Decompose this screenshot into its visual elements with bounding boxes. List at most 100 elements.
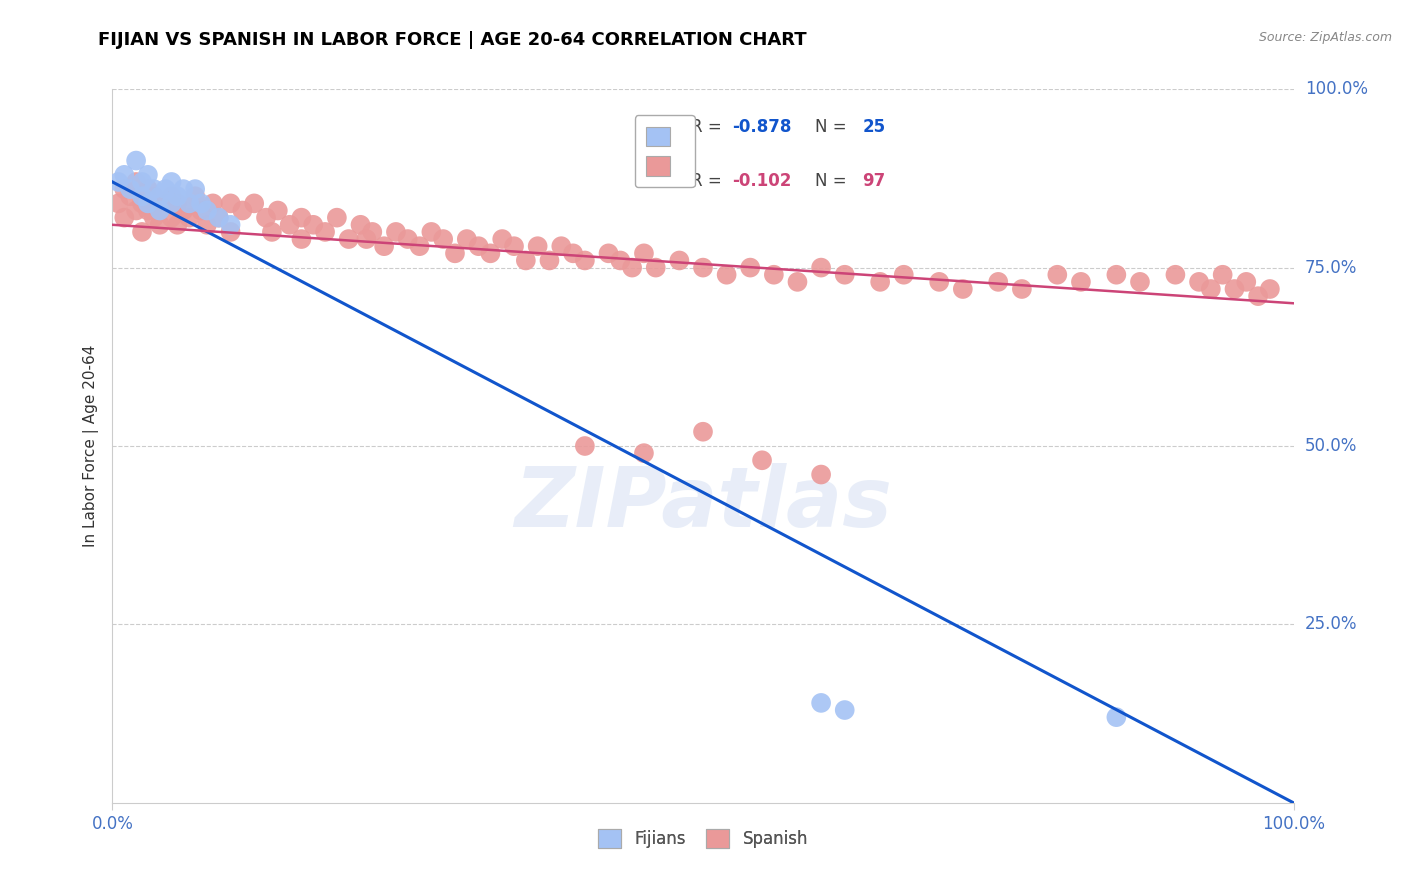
Point xyxy=(356,232,378,246)
Point xyxy=(1212,268,1234,282)
Point xyxy=(1164,268,1187,282)
Point xyxy=(337,232,360,246)
Point xyxy=(136,168,159,182)
Point xyxy=(716,268,738,282)
Text: Source: ZipAtlas.com: Source: ZipAtlas.com xyxy=(1258,31,1392,45)
Point xyxy=(149,203,172,218)
Point xyxy=(190,196,212,211)
Point xyxy=(290,211,312,225)
Text: 25: 25 xyxy=(862,118,886,136)
Point xyxy=(112,168,135,182)
Point xyxy=(166,189,188,203)
Point xyxy=(479,246,502,260)
Point xyxy=(762,268,785,282)
Point xyxy=(1011,282,1033,296)
Point xyxy=(131,196,153,211)
Point xyxy=(326,211,349,225)
Point xyxy=(184,182,207,196)
Point xyxy=(1046,268,1069,282)
Point xyxy=(751,453,773,467)
Point xyxy=(243,196,266,211)
Point xyxy=(278,218,301,232)
Point xyxy=(609,253,631,268)
Point xyxy=(834,268,856,282)
Point xyxy=(1258,282,1281,296)
Point xyxy=(385,225,408,239)
Point xyxy=(172,182,194,196)
Point xyxy=(184,189,207,203)
Text: R =: R = xyxy=(692,171,727,189)
Point xyxy=(361,225,384,239)
Point xyxy=(107,196,129,211)
Point xyxy=(1234,275,1257,289)
Point xyxy=(136,182,159,196)
Point xyxy=(149,218,172,232)
Point xyxy=(155,182,177,196)
Point xyxy=(810,696,832,710)
Text: 25.0%: 25.0% xyxy=(1305,615,1357,633)
Point xyxy=(633,446,655,460)
Point xyxy=(668,253,690,268)
Text: R =: R = xyxy=(692,118,727,136)
Point xyxy=(396,232,419,246)
Point xyxy=(219,225,242,239)
Point xyxy=(160,196,183,211)
Point xyxy=(491,232,513,246)
Point xyxy=(1223,282,1246,296)
Point xyxy=(112,182,135,196)
Point xyxy=(190,203,212,218)
Point xyxy=(120,189,142,203)
Point xyxy=(952,282,974,296)
Text: -0.102: -0.102 xyxy=(733,171,792,189)
Point xyxy=(208,211,231,225)
Point xyxy=(562,246,585,260)
Y-axis label: In Labor Force | Age 20-64: In Labor Force | Age 20-64 xyxy=(83,345,98,547)
Point xyxy=(201,196,224,211)
Point xyxy=(432,232,454,246)
Point xyxy=(1070,275,1092,289)
Point xyxy=(131,225,153,239)
Point xyxy=(515,253,537,268)
Point xyxy=(219,196,242,211)
Point xyxy=(142,189,165,203)
Point xyxy=(195,218,218,232)
Text: N =: N = xyxy=(815,171,852,189)
Point xyxy=(574,439,596,453)
Text: 97: 97 xyxy=(862,171,886,189)
Point xyxy=(408,239,430,253)
Point xyxy=(1188,275,1211,289)
Point xyxy=(125,175,148,189)
Point xyxy=(136,196,159,211)
Point xyxy=(692,260,714,275)
Point xyxy=(131,175,153,189)
Point xyxy=(231,203,253,218)
Point xyxy=(125,153,148,168)
Point xyxy=(179,211,201,225)
Point xyxy=(166,196,188,211)
Point xyxy=(120,182,142,196)
Legend: Fijians, Spanish: Fijians, Spanish xyxy=(591,822,815,855)
Point xyxy=(131,189,153,203)
Point xyxy=(526,239,548,253)
Point xyxy=(160,189,183,203)
Point xyxy=(349,218,371,232)
Point xyxy=(290,232,312,246)
Point xyxy=(467,239,489,253)
Text: N =: N = xyxy=(815,118,852,136)
Point xyxy=(267,203,290,218)
Point xyxy=(208,211,231,225)
Point xyxy=(172,203,194,218)
Point xyxy=(314,225,336,239)
Point xyxy=(503,239,526,253)
Text: 50.0%: 50.0% xyxy=(1305,437,1357,455)
Point xyxy=(160,211,183,225)
Point xyxy=(893,268,915,282)
Point xyxy=(179,196,201,211)
Point xyxy=(1129,275,1152,289)
Point xyxy=(644,260,666,275)
Point xyxy=(195,203,218,218)
Point xyxy=(149,203,172,218)
Point xyxy=(692,425,714,439)
Point xyxy=(810,260,832,275)
Point xyxy=(302,218,325,232)
